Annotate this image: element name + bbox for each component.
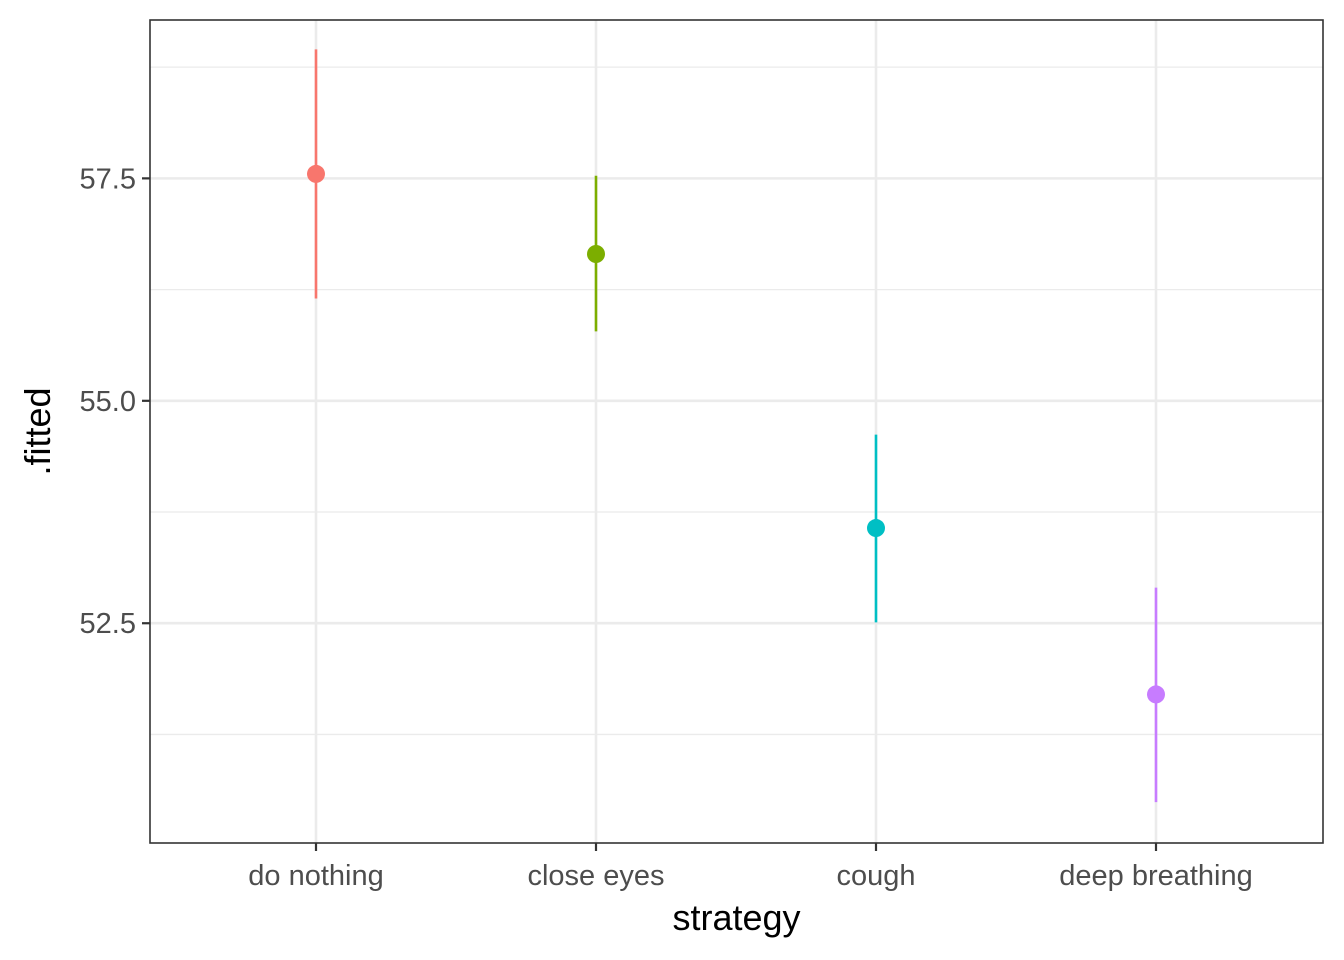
data-point <box>307 164 325 183</box>
data-point <box>1147 685 1165 704</box>
data-marks <box>307 49 1165 803</box>
y-tick-label: 52.5 <box>80 608 136 640</box>
data-point <box>867 519 885 538</box>
data-point <box>587 244 605 263</box>
x-tick-label: close eyes <box>527 860 664 892</box>
x-tick-label: do nothing <box>248 860 383 892</box>
x-tick-label: deep breathing <box>1059 860 1253 892</box>
axes: 52.5 55.0 57.5 do nothing close eyes cough dee… <box>80 163 1253 892</box>
x-axis-title: strategy <box>672 897 800 938</box>
grid-lines <box>150 20 1323 843</box>
plot-panel-border <box>149 19 1324 844</box>
y-axis-title: .fitted <box>17 387 58 475</box>
x-tick-label: cough <box>836 860 915 892</box>
y-tick-label: 55.0 <box>80 386 136 418</box>
y-tick-label: 57.5 <box>80 163 136 195</box>
